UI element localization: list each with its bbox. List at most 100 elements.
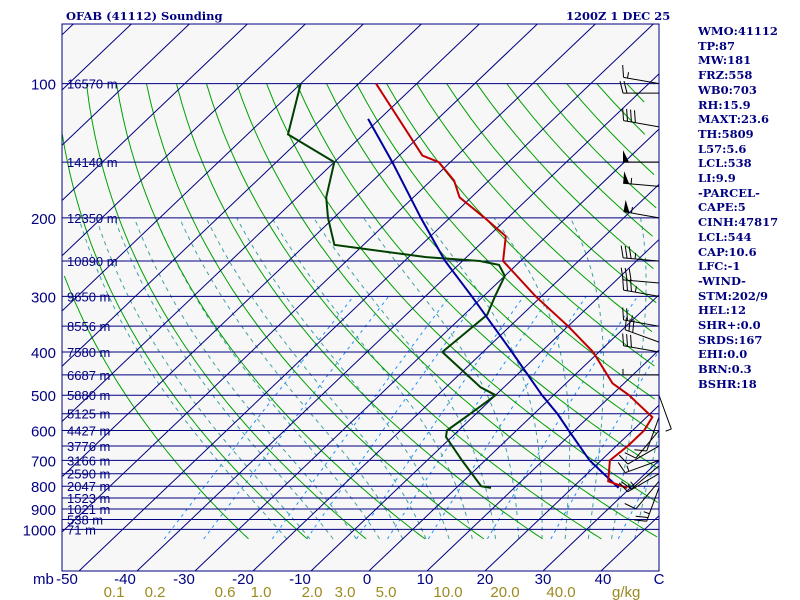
barb-full [626, 334, 628, 347]
moist-adiabat [133, 217, 357, 540]
mixing-ratio-line [387, 296, 552, 540]
dry-adiabat [596, 83, 646, 135]
moist-adiabat [178, 217, 404, 540]
isotherm [78, 23, 654, 572]
wind-barb [634, 487, 660, 522]
barb-staff [631, 465, 660, 490]
barb-half [643, 511, 650, 515]
barb-staff [623, 345, 660, 353]
index-line: TP:87 [698, 38, 736, 53]
temperature-tick-label: -50 [56, 571, 78, 588]
height-label: 5125 m [67, 407, 110, 422]
barb-half [630, 315, 633, 322]
index-line: EHI:0.0 [698, 347, 748, 362]
mixing-ratio-label: 1.0 [251, 584, 272, 600]
dry-adiabat [206, 83, 602, 540]
isotherms [61, 23, 660, 572]
barb-staff [635, 481, 660, 510]
index-line: CINH:47817 [698, 215, 779, 230]
temperature-tick-label: 10 [417, 571, 434, 588]
isotherm [61, 23, 422, 367]
barb-half [630, 481, 635, 487]
mixing-ratio-label: 0.6 [215, 584, 236, 600]
mixing-ratio-label: 0.2 [145, 584, 166, 600]
index-line: TH:5809 [698, 126, 754, 141]
pressure-tick-label: 300 [31, 289, 56, 306]
isotherm [252, 183, 660, 572]
mixing-ratio-label: 3.0 [335, 584, 356, 600]
dry-adiabat [61, 134, 308, 540]
index-line: STM:202/9 [698, 288, 769, 303]
mixing-ratio-line [486, 296, 638, 540]
height-label: 9650 m [67, 289, 110, 304]
height-label: 4427 m [67, 424, 110, 439]
barb-staff [646, 487, 660, 522]
plot-frame [61, 23, 660, 572]
barb-full [630, 279, 632, 292]
index-line: BRN:0.3 [698, 362, 752, 377]
isotherm [310, 239, 660, 572]
barb-full [621, 481, 632, 490]
isotherm [61, 23, 364, 312]
height-label: 5880 m [67, 388, 110, 403]
moist-adiabat [155, 217, 380, 540]
pressure-tick-label: 400 [31, 345, 56, 362]
barb-staff [623, 279, 660, 284]
isobars [62, 83, 659, 530]
index-line: -PARCEL- [698, 185, 760, 200]
barb-staff [646, 417, 660, 452]
index-line: L57:5.6 [698, 141, 747, 156]
mixing-ratio-label: 40.0 [546, 584, 575, 600]
pressure-tick-label: 1000 [23, 522, 56, 539]
pressure-tick-label: 500 [31, 388, 56, 405]
mixing-ratio-label: 0.1 [104, 584, 125, 600]
wind-barbs [617, 65, 672, 522]
mixing-ratio-line [306, 296, 481, 540]
barb-full [618, 482, 629, 493]
barb-full [632, 320, 635, 333]
isotherm [368, 294, 660, 572]
dry-adiabat [326, 83, 657, 435]
wind-barb [623, 171, 660, 187]
wind-barb [634, 417, 660, 452]
x-axis-unit-label: mb [33, 571, 54, 588]
height-label: 2047 m [67, 479, 110, 494]
barb-staff [658, 395, 672, 430]
indices-panel: WMO:41112 TP:87 MW:181 FRZ:558 WB0:703 RH:15.… [698, 24, 798, 392]
isotherm [61, 23, 132, 91]
dry-adiabat [356, 83, 655, 400]
height-label: 71 m [67, 522, 96, 537]
temperature-tick-label: -30 [173, 571, 195, 588]
moist-adiabats [78, 217, 660, 540]
temperature-tick-label: -40 [114, 571, 136, 588]
dry-adiabat [536, 83, 657, 209]
barb-full [624, 245, 628, 259]
wind-barb [619, 80, 659, 94]
index-line: LCL:538 [698, 156, 752, 171]
index-line: WB0:703 [698, 82, 757, 97]
dry-adiabat [86, 83, 367, 540]
temperature-tick-label: -10 [289, 571, 311, 588]
mixing-ratio-line [617, 460, 660, 540]
barb-half [630, 177, 633, 184]
index-line: LFC:-1 [698, 259, 741, 274]
wind-barb [623, 150, 659, 163]
dry-adiabat [236, 83, 658, 538]
height-label: 16570 m [67, 77, 118, 92]
barb-full [622, 65, 625, 78]
barb-full [634, 449, 647, 452]
index-line: BSHR:18 [698, 376, 757, 391]
barb-full [620, 245, 624, 258]
moist-adiabat [78, 217, 288, 540]
mixing-ratio-lines [163, 295, 660, 540]
mixing-ratio-label: 10.0 [433, 584, 462, 600]
isotherm [484, 404, 660, 572]
moist-adiabat [493, 217, 571, 539]
mixing-ratio-label: 20.0 [490, 584, 519, 600]
index-line: CAPE:5 [698, 200, 746, 215]
barb-staff [627, 473, 660, 493]
barb-full [623, 80, 628, 94]
wind-barb [624, 430, 660, 459]
dry-adiabat [296, 83, 659, 469]
